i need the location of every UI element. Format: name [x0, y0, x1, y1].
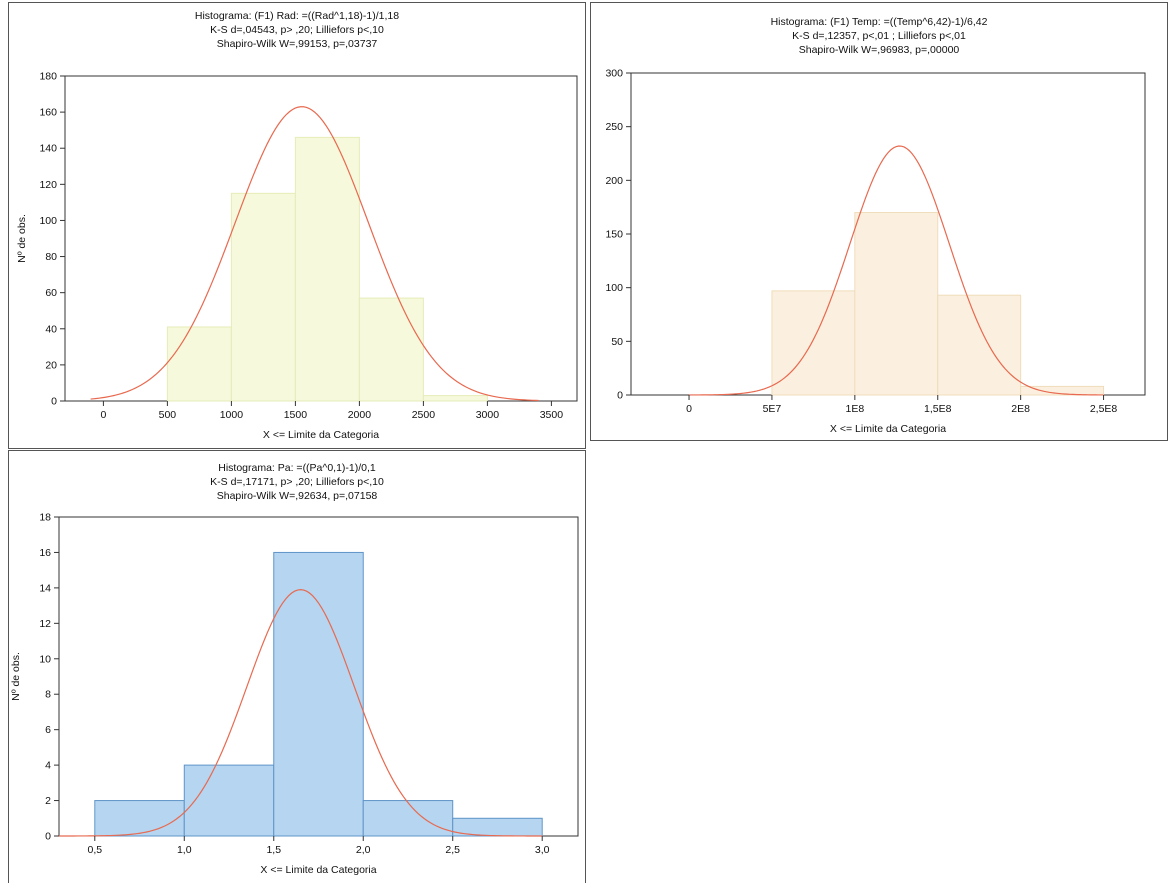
- x-tick-label: 1500: [284, 409, 308, 421]
- histogram-bar: [1020, 385, 1105, 396]
- y-tick-label: 40: [45, 323, 57, 335]
- x-tick-label: 3000: [476, 409, 500, 421]
- y-tick-label: 14: [39, 582, 51, 594]
- y-tick-label: 250: [605, 121, 623, 133]
- y-tick-label: 140: [39, 143, 57, 155]
- histogram-bar: [230, 192, 296, 402]
- y-tick-label: 10: [39, 653, 51, 665]
- histogram-bar: [937, 294, 1022, 396]
- x-tick-label: 2,5E8: [1090, 403, 1118, 415]
- histogram-plot-temp: 0 50 100 150 200 250 300 0 5E7 1E8 1,5E8 2E8 2,5E8 X …: [591, 68, 1146, 435]
- y-tick-label: 0: [617, 390, 623, 402]
- x-tick-label: 2500: [412, 409, 436, 421]
- x-axis-label: X <= Limite da Categoria: [263, 429, 379, 441]
- chart-title: Histograma: (F1) Temp: =((Temp^6,42)-1)/…: [770, 16, 988, 28]
- x-tick-label: 5E7: [763, 403, 782, 415]
- histogram-bar: [94, 800, 185, 837]
- histogram-plot-rad: 0 20 40 60 80 100 120 140 160 180 0 500 1000 1500 2000…: [16, 71, 578, 441]
- y-tick-label: 150: [605, 229, 623, 241]
- x-tick-label: 500: [159, 409, 177, 421]
- histogram-bar: [166, 326, 232, 402]
- y-tick-label: 180: [39, 71, 57, 83]
- x-tick-label: 1,5: [266, 844, 281, 856]
- chart-subtitle-sw: Shapiro-Wilk W=,92634, p=,07158: [216, 490, 378, 502]
- y-tick-label: 8: [45, 689, 51, 701]
- chart-title: Histograma: (F1) Rad: =((Rad^1,18)-1)/1,…: [194, 10, 400, 22]
- x-axis-label: X <= Limite da Categoria: [830, 423, 946, 435]
- y-tick-label: 18: [39, 512, 51, 524]
- chart-subtitle-ks: K-S d=,04543, p> ,20; Lilliefors p<,10: [210, 24, 384, 36]
- normal-curve: [90, 106, 539, 402]
- x-tick-label: 3,0: [535, 844, 550, 856]
- y-tick-label: 120: [39, 179, 57, 191]
- x-tick-label: 2E8: [1011, 403, 1030, 415]
- y-tick-label: 100: [605, 282, 623, 294]
- chart-title-block: Histograma: Pa: =((Pa^0,1)-1)/0,1 K-S d=…: [9, 461, 585, 503]
- y-tick-label: 80: [45, 251, 57, 263]
- x-tick-label: 1E8: [845, 403, 864, 415]
- chart-subtitle-sw: Shapiro-Wilk W=,99153, p=,03737: [216, 38, 378, 50]
- y-tick-label: 4: [45, 760, 51, 772]
- normal-curve: [59, 589, 543, 837]
- y-tick-label: 0: [45, 831, 51, 843]
- y-tick-label: 0: [51, 396, 57, 408]
- histogram-bar: [771, 290, 856, 396]
- y-axis-label: Nº de obs.: [16, 214, 28, 263]
- x-axis-label: X <= Limite da Categoria: [260, 864, 376, 876]
- y-tick-label: 6: [45, 724, 51, 736]
- x-tick-label: 3500: [540, 409, 564, 421]
- chart-title-block: Histograma: (F1) Temp: =((Temp^6,42)-1)/…: [591, 15, 1167, 57]
- histogram-bar: [273, 551, 364, 837]
- x-tick-label: 0: [100, 409, 106, 421]
- chart-subtitle-ks: K-S d=,17171, p> ,20; Lilliefors p<,10: [210, 476, 384, 488]
- y-tick-label: 50: [611, 336, 623, 348]
- histogram-bar: [183, 764, 275, 837]
- y-tick-label: 12: [39, 618, 51, 630]
- histogram-panel-rad: Histograma: (F1) Rad: =((Rad^1,18)-1)/1,…: [8, 2, 586, 449]
- y-tick-label: 2: [45, 795, 51, 807]
- y-tick-label: 20: [45, 359, 57, 371]
- histogram-panel-pa: Histograma: Pa: =((Pa^0,1)-1)/0,1 K-S d=…: [8, 450, 586, 883]
- y-axis-label: Nº de obs.: [10, 652, 22, 701]
- chart-subtitle-ks: K-S d=,12357, p<,01 ; Lilliefors p<,01: [792, 30, 966, 42]
- x-tick-label: 0,5: [87, 844, 102, 856]
- chart-title: Histograma: Pa: =((Pa^0,1)-1)/0,1: [218, 462, 376, 474]
- x-tick-label: 2,0: [356, 844, 371, 856]
- histogram-bar: [358, 297, 424, 402]
- normal-curve: [689, 145, 1104, 396]
- x-tick-label: 1,5E8: [924, 403, 952, 415]
- chart-title-block: Histograma: (F1) Rad: =((Rad^1,18)-1)/1,…: [9, 9, 585, 51]
- y-tick-label: 160: [39, 107, 57, 119]
- histogram-plot-pa: 0 2 4 6 8 10 12 14 16 18 0,5 1,0 1,5 2,0 2,5 3,0 X <= Li…: [10, 512, 579, 876]
- histogram-bar: [854, 212, 939, 396]
- y-tick-label: 100: [39, 215, 57, 227]
- histogram-bar: [294, 136, 360, 402]
- x-tick-label: 0: [686, 403, 692, 415]
- histogram-bar: [362, 800, 454, 837]
- histogram-panel-temp: Histograma: (F1) Temp: =((Temp^6,42)-1)/…: [590, 2, 1168, 441]
- y-tick-label: 60: [45, 287, 57, 299]
- x-tick-label: 1,0: [177, 844, 192, 856]
- x-tick-label: 2000: [348, 409, 372, 421]
- y-tick-label: 300: [605, 68, 623, 80]
- y-tick-label: 16: [39, 547, 51, 559]
- y-axis-label: Nº de obs.: [591, 210, 594, 259]
- histogram-bar: [422, 395, 488, 402]
- y-tick-label: 200: [605, 175, 623, 187]
- x-tick-label: 1000: [220, 409, 244, 421]
- x-tick-label: 2,5: [445, 844, 460, 856]
- chart-subtitle-sw: Shapiro-Wilk W=,96983, p=,00000: [798, 44, 960, 56]
